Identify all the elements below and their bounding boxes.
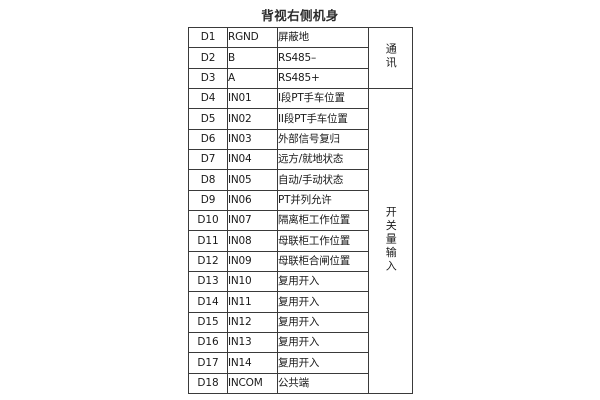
terminal-cell: D17 — [188, 352, 228, 374]
terminal-cell: D9 — [188, 189, 228, 211]
signal-cell: RGND — [227, 26, 278, 49]
table-row: D17 IN14 复用开入 — [188, 352, 413, 374]
signal-cell: IN02 — [227, 108, 278, 130]
description-cell: PT并列允许 — [277, 189, 369, 211]
signal-cell: B — [227, 47, 278, 69]
terminal-cell: D15 — [188, 311, 228, 333]
pin-table: D1 RGND 屏蔽地 通讯 D2 B RS485– D3 A RS485+ D4 IN01 I段PT手… — [188, 26, 413, 394]
table-row: D3 A RS485+ — [188, 67, 413, 89]
terminal-cell: D3 — [188, 67, 228, 89]
terminal-cell: D1 — [188, 26, 228, 49]
description-cell: 远方/就地状态 — [277, 148, 369, 171]
terminal-cell: D7 — [188, 148, 228, 171]
signal-cell: IN09 — [227, 250, 278, 272]
terminal-cell: D4 — [188, 87, 228, 110]
description-cell: 公共端 — [277, 372, 369, 394]
signal-cell: IN07 — [227, 209, 278, 232]
description-cell: 屏蔽地 — [277, 26, 369, 49]
table-row: D4 IN01 I段PT手车位置开关量输入 — [188, 87, 413, 394]
description-cell: II段PT手车位置 — [277, 108, 369, 130]
description-cell: 复用开入 — [277, 270, 369, 293]
description-cell: 复用开入 — [277, 311, 369, 333]
pin-table-container: D1 RGND 屏蔽地 通讯 D2 B RS485– D3 A RS485+ D4 IN01 I段PT手… — [188, 26, 413, 394]
table-row: D9 IN06 PT并列允许 — [188, 189, 413, 211]
terminal-cell: D6 — [188, 128, 228, 150]
signal-cell: IN14 — [227, 352, 278, 374]
group-label: 开关量输入 — [384, 205, 398, 274]
terminal-cell: D2 — [188, 47, 228, 69]
terminal-cell: D11 — [188, 230, 228, 252]
table-row: D12 IN09 母联柜合闸位置 — [188, 250, 413, 272]
table-row: D13 IN10 复用开入 — [188, 270, 413, 293]
table-row: D7 IN04 远方/就地状态 — [188, 148, 413, 171]
signal-cell: IN10 — [227, 270, 278, 293]
table-row: D6 IN03 外部信号复归 — [188, 128, 413, 150]
description-cell: 复用开入 — [277, 352, 369, 374]
group-cell: 通讯 — [368, 27, 413, 89]
table-row: D5 IN02 II段PT手车位置 — [188, 108, 413, 130]
description-cell: RS485– — [277, 47, 369, 69]
description-cell: RS485+ — [277, 67, 369, 89]
table-row: D10 IN07 隔离柜工作位置 — [188, 209, 413, 232]
signal-cell: IN03 — [227, 128, 278, 150]
signal-cell: A — [227, 67, 278, 89]
description-cell: 自动/手动状态 — [277, 169, 369, 191]
description-cell: 复用开入 — [277, 331, 369, 354]
signal-cell: IN01 — [227, 87, 278, 110]
terminal-cell: D13 — [188, 270, 228, 293]
terminal-cell: D18 — [188, 372, 228, 394]
terminal-cell: D16 — [188, 331, 228, 354]
terminal-cell: D10 — [188, 209, 228, 232]
signal-cell: IN12 — [227, 311, 278, 333]
description-cell: 复用开入 — [277, 291, 369, 313]
signal-cell: IN13 — [227, 331, 278, 354]
table-row: D1 RGND 屏蔽地 通讯 — [188, 26, 413, 89]
description-cell: 母联柜工作位置 — [277, 230, 369, 252]
terminal-cell: D5 — [188, 108, 228, 130]
signal-cell: IN08 — [227, 230, 278, 252]
signal-cell: IN05 — [227, 169, 278, 191]
page-title: 背视右侧机身 — [261, 8, 339, 23]
terminal-cell: D8 — [188, 169, 228, 191]
description-cell: I段PT手车位置 — [277, 87, 369, 110]
terminal-cell: D14 — [188, 291, 228, 313]
signal-cell: IN06 — [227, 189, 278, 211]
group-label: 通讯 — [384, 43, 398, 71]
terminal-cell: D12 — [188, 250, 228, 272]
pin-table-body: D1 RGND 屏蔽地 通讯 D2 B RS485– D3 A RS485+ D4 IN01 I段PT手… — [188, 26, 413, 394]
signal-cell: IN04 — [227, 148, 278, 171]
table-row: D18 INCOM 公共端 — [188, 372, 413, 394]
description-cell: 隔离柜工作位置 — [277, 209, 369, 232]
description-cell: 外部信号复归 — [277, 128, 369, 150]
group-cell: 开关量输入 — [368, 87, 413, 394]
signal-cell: INCOM — [227, 372, 278, 394]
description-cell: 母联柜合闸位置 — [277, 250, 369, 272]
signal-cell: IN11 — [227, 291, 278, 313]
